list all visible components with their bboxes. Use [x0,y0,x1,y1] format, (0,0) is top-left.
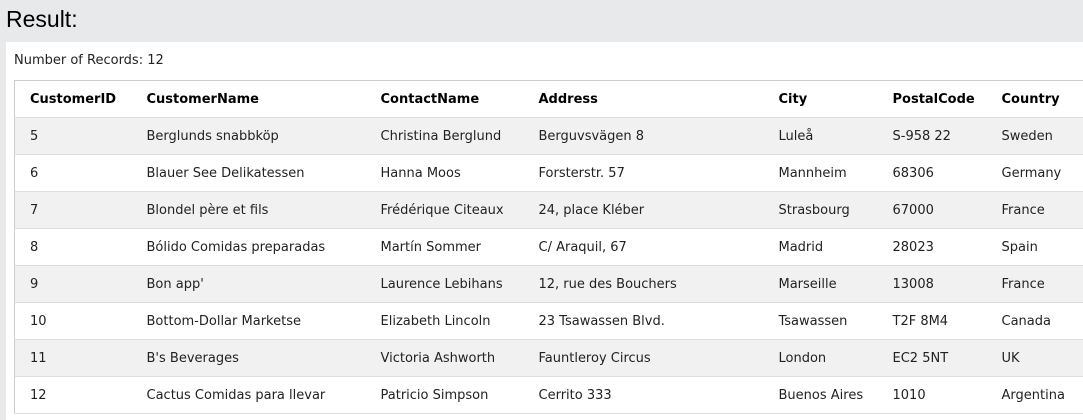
cell-contactname: Victoria Ashworth [365,339,524,377]
cell-customername: Blauer See Delikatessen [131,154,366,192]
result-table: CustomerID CustomerName ContactName Address… [14,80,1083,414]
cell-contactname: Hanna Moos [365,154,524,192]
table-row: 7 Blondel père et fils Frédérique Citeaux 2… [14,191,1083,229]
result-header: Result: [0,0,1083,42]
cell-city: Buenos Aires [763,376,878,414]
cell-customerid: 12 [14,376,132,414]
cell-contactname: Frédérique Citeaux [365,191,524,229]
cell-city: Mannheim [763,154,878,192]
table-row: 9 Bon app' Laurence Lebihans 12, rue des Bo… [14,265,1083,303]
cell-customerid: 10 [14,302,132,340]
column-header-contactname: ContactName [365,80,524,118]
cell-country: France [986,265,1083,303]
column-header-customerid: CustomerID [14,80,132,118]
cell-customername: Bólido Comidas preparadas [131,228,366,266]
cell-customername: Blondel père et fils [131,191,366,229]
cell-country: Argentina [986,376,1083,414]
cell-city: London [763,339,878,377]
cell-customerid: 11 [14,339,132,377]
table-row: 10 Bottom-Dollar Marketse Elizabeth Lincol… [14,302,1083,340]
result-panel: Number of Records: 12 CustomerID Customer… [6,42,1083,420]
cell-postalcode: 67000 [877,191,987,229]
cell-customerid: 6 [14,154,132,192]
cell-customername: B's Beverages [131,339,366,377]
table-row: 6 Blauer See Delikatessen Hanna Moos Forste… [14,154,1083,192]
cell-contactname: Christina Berglund [365,117,524,155]
cell-city: Marseille [763,265,878,303]
column-header-postalcode: PostalCode [877,80,987,118]
column-header-city: City [763,80,878,118]
cell-customername: Bon app' [131,265,366,303]
table-row: 5 Berglunds snabbköp Christina Berglund Ber… [14,117,1083,155]
cell-address: Forsterstr. 57 [523,154,764,192]
cell-address: 12, rue des Bouchers [523,265,764,303]
cell-country: Spain [986,228,1083,266]
cell-customername: Bottom-Dollar Marketse [131,302,366,340]
cell-contactname: Martín Sommer [365,228,524,266]
cell-address: 24, place Kléber [523,191,764,229]
cell-address: 23 Tsawassen Blvd. [523,302,764,340]
table-row: 11 B's Beverages Victoria Ashworth Fauntler… [14,339,1083,377]
cell-contactname: Laurence Lebihans [365,265,524,303]
cell-postalcode: 68306 [877,154,987,192]
cell-customername: Berglunds snabbköp [131,117,366,155]
cell-city: Luleå [763,117,878,155]
cell-postalcode: 13008 [877,265,987,303]
cell-city: Tsawassen [763,302,878,340]
cell-country: Germany [986,154,1083,192]
cell-address: Fauntleroy Circus [523,339,764,377]
cell-postalcode: S-958 22 [877,117,987,155]
cell-customerid: 7 [14,191,132,229]
cell-postalcode: EC2 5NT [877,339,987,377]
column-header-address: Address [523,80,764,118]
cell-contactname: Elizabeth Lincoln [365,302,524,340]
cell-customerid: 9 [14,265,132,303]
cell-contactname: Patricio Simpson [365,376,524,414]
cell-postalcode: 28023 [877,228,987,266]
cell-country: UK [986,339,1083,377]
cell-country: France [986,191,1083,229]
cell-postalcode: 1010 [877,376,987,414]
cell-customername: Cactus Comidas para llevar [131,376,366,414]
result-title: Result: [6,6,78,32]
cell-customerid: 5 [14,117,132,155]
table-row: 8 Bólido Comidas preparadas Martín Sommer C… [14,228,1083,266]
cell-country: Canada [986,302,1083,340]
column-header-customername: CustomerName [131,80,366,118]
table-header-row: CustomerID CustomerName ContactName Address… [14,80,1083,118]
column-header-country: Country [986,80,1083,118]
records-count: Number of Records: 12 [14,53,164,68]
cell-country: Sweden [986,117,1083,155]
cell-postalcode: T2F 8M4 [877,302,987,340]
cell-address: Cerrito 333 [523,376,764,414]
table-row: 12 Cactus Comidas para llevar Patricio Sim… [14,376,1083,414]
cell-city: Madrid [763,228,878,266]
cell-address: C/ Araquil, 67 [523,228,764,266]
cell-customerid: 8 [14,228,132,266]
cell-city: Strasbourg [763,191,878,229]
cell-address: Berguvsvägen 8 [523,117,764,155]
